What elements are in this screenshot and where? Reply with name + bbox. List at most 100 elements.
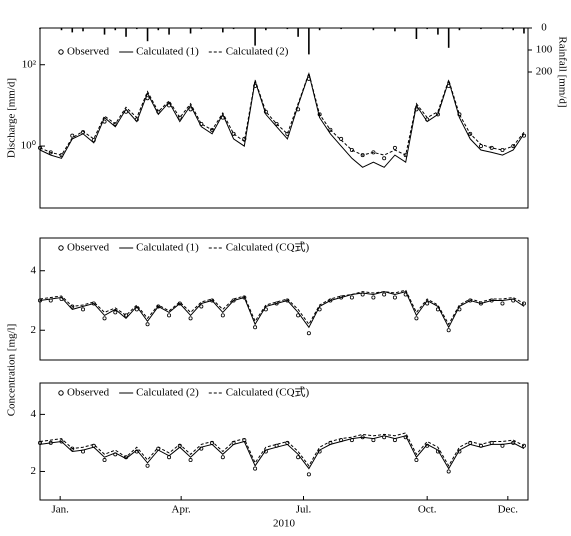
observed-point xyxy=(414,316,419,321)
y2-tick-label: 200 xyxy=(536,66,553,78)
legend-label: Calculated (1) xyxy=(136,242,199,254)
series-line xyxy=(39,72,525,168)
observed-point xyxy=(360,153,365,158)
observed-point xyxy=(306,331,311,336)
rain-bar xyxy=(82,28,84,32)
series-line xyxy=(39,291,525,329)
observed-point xyxy=(500,301,505,306)
observed-point xyxy=(392,145,397,150)
x-tick-label: Dec. xyxy=(498,504,519,516)
rain-bar xyxy=(146,28,149,42)
observed-point xyxy=(102,316,107,321)
observed-point xyxy=(38,145,43,150)
observed-point xyxy=(145,463,150,468)
x-axis-title: 2010 xyxy=(273,518,296,530)
y2-tick-label: 100 xyxy=(536,44,553,56)
observed-point xyxy=(349,295,354,300)
rain-bar xyxy=(340,28,342,30)
rain-bar xyxy=(297,28,299,37)
y-tick-label: 10⁰ xyxy=(21,140,37,152)
observed-point xyxy=(167,313,172,318)
observed-point xyxy=(414,458,419,463)
y-tick-label: 10² xyxy=(22,58,37,70)
observed-point xyxy=(70,304,75,309)
rain-bar xyxy=(254,28,256,46)
rain-bar xyxy=(372,28,375,31)
observed-point xyxy=(81,307,86,312)
observed-point xyxy=(253,466,258,471)
observed-point xyxy=(145,322,150,327)
observed-point xyxy=(478,144,483,149)
legend-label: Calculated (CQ式) xyxy=(226,386,310,399)
rain-bar xyxy=(437,28,439,35)
observed-point xyxy=(199,304,204,309)
rain-bar xyxy=(512,28,515,31)
legend-label: Observed xyxy=(67,387,110,399)
rain-bar xyxy=(168,28,170,35)
rain-bar xyxy=(114,28,117,31)
observed-point xyxy=(220,455,225,460)
observed-point xyxy=(188,458,193,463)
rain-bar xyxy=(39,28,41,30)
rain-bar xyxy=(200,28,203,30)
series-line xyxy=(39,71,525,156)
observed-point xyxy=(521,301,526,306)
legend-label: Calculated (CQ式) xyxy=(226,241,310,254)
observed-point xyxy=(371,295,376,300)
y2-axis-title: Rainfall [mm/d] xyxy=(556,36,568,107)
rain-bar xyxy=(60,28,63,31)
rain-bar xyxy=(426,28,428,30)
rain-bar xyxy=(265,28,267,31)
observed-point xyxy=(446,469,451,474)
rain-bar xyxy=(157,28,160,31)
plot-frame xyxy=(39,382,529,501)
observed-point xyxy=(382,292,387,297)
observed-point xyxy=(48,150,53,155)
observed-point xyxy=(70,133,75,138)
y-tick-label: 4 xyxy=(31,264,37,276)
rain-bar xyxy=(71,28,74,33)
plot-frame xyxy=(39,237,529,361)
y-tick-label: 2 xyxy=(31,324,37,336)
observed-point xyxy=(188,316,193,321)
observed-point xyxy=(382,156,387,161)
rain-bar xyxy=(135,28,138,30)
legend-marker xyxy=(58,245,64,251)
series-line xyxy=(39,435,525,470)
observed-point xyxy=(177,115,182,120)
rain-bar xyxy=(189,28,192,34)
rain-bar xyxy=(318,28,321,31)
x-tick-label: Oct. xyxy=(418,504,437,516)
observed-point xyxy=(521,443,526,448)
legend-label: Calculated (1) xyxy=(136,46,199,58)
observed-point xyxy=(392,295,397,300)
observed-point xyxy=(113,310,118,315)
observed-point xyxy=(220,313,225,318)
rain-bar xyxy=(222,28,224,33)
legend-label: Calculated (2) xyxy=(136,387,199,399)
y-tick-label: 2 xyxy=(31,465,37,477)
observed-point xyxy=(489,145,494,150)
series-line xyxy=(39,432,525,467)
series-line xyxy=(39,289,525,326)
rain-bar xyxy=(308,28,310,55)
y-axis-title: Concentration [mg/l] xyxy=(6,324,18,417)
observed-point xyxy=(274,121,279,126)
legend-marker xyxy=(58,390,64,396)
rain-bar xyxy=(394,28,396,32)
x-tick-label: Jan. xyxy=(51,504,69,516)
plot-frame xyxy=(39,27,529,209)
observed-point xyxy=(253,325,258,330)
rain-bar xyxy=(480,28,482,30)
observed-point xyxy=(124,313,129,318)
observed-point xyxy=(511,144,516,149)
rain-bar xyxy=(415,28,418,39)
rain-bar xyxy=(286,28,289,30)
rain-bar xyxy=(501,28,504,30)
rain-bar xyxy=(125,28,127,37)
legend-label: Observed xyxy=(67,46,110,58)
legend-label: Observed xyxy=(67,242,110,254)
y-tick-label: 4 xyxy=(31,408,37,420)
observed-point xyxy=(231,131,236,136)
